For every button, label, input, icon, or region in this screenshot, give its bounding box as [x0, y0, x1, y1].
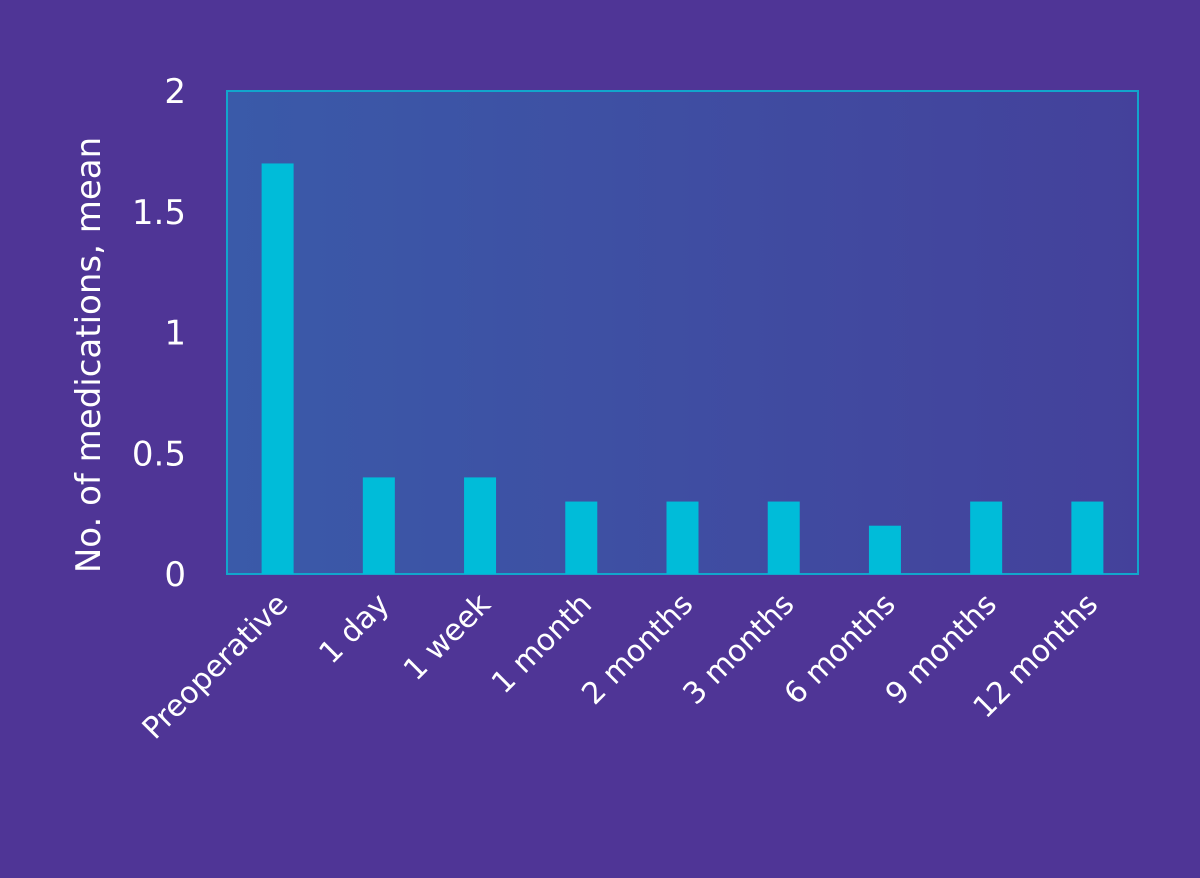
x-tick-label: Preoperative — [136, 587, 296, 747]
y-tick-label: 1.5 — [132, 193, 186, 233]
y-axis-label: No. of medications, mean — [69, 137, 109, 573]
x-tick-label: 1 day — [312, 587, 396, 671]
y-tick-label: 1 — [164, 314, 186, 354]
y-tick-label: 2 — [164, 72, 186, 112]
bar-9-months — [970, 501, 1003, 574]
bar-1-month — [565, 501, 598, 574]
x-tick-label: 1 week — [397, 586, 498, 687]
bar-3-months — [767, 501, 800, 574]
bar-1-week — [464, 477, 497, 574]
y-tick-label: 0.5 — [132, 434, 186, 474]
bar-preoperative — [261, 163, 294, 574]
bar-2-months — [666, 501, 699, 574]
bar-6-months — [868, 525, 901, 574]
y-tick-label: 0 — [164, 555, 186, 595]
bar-1-day — [362, 477, 395, 574]
bar-12-months — [1071, 501, 1104, 574]
